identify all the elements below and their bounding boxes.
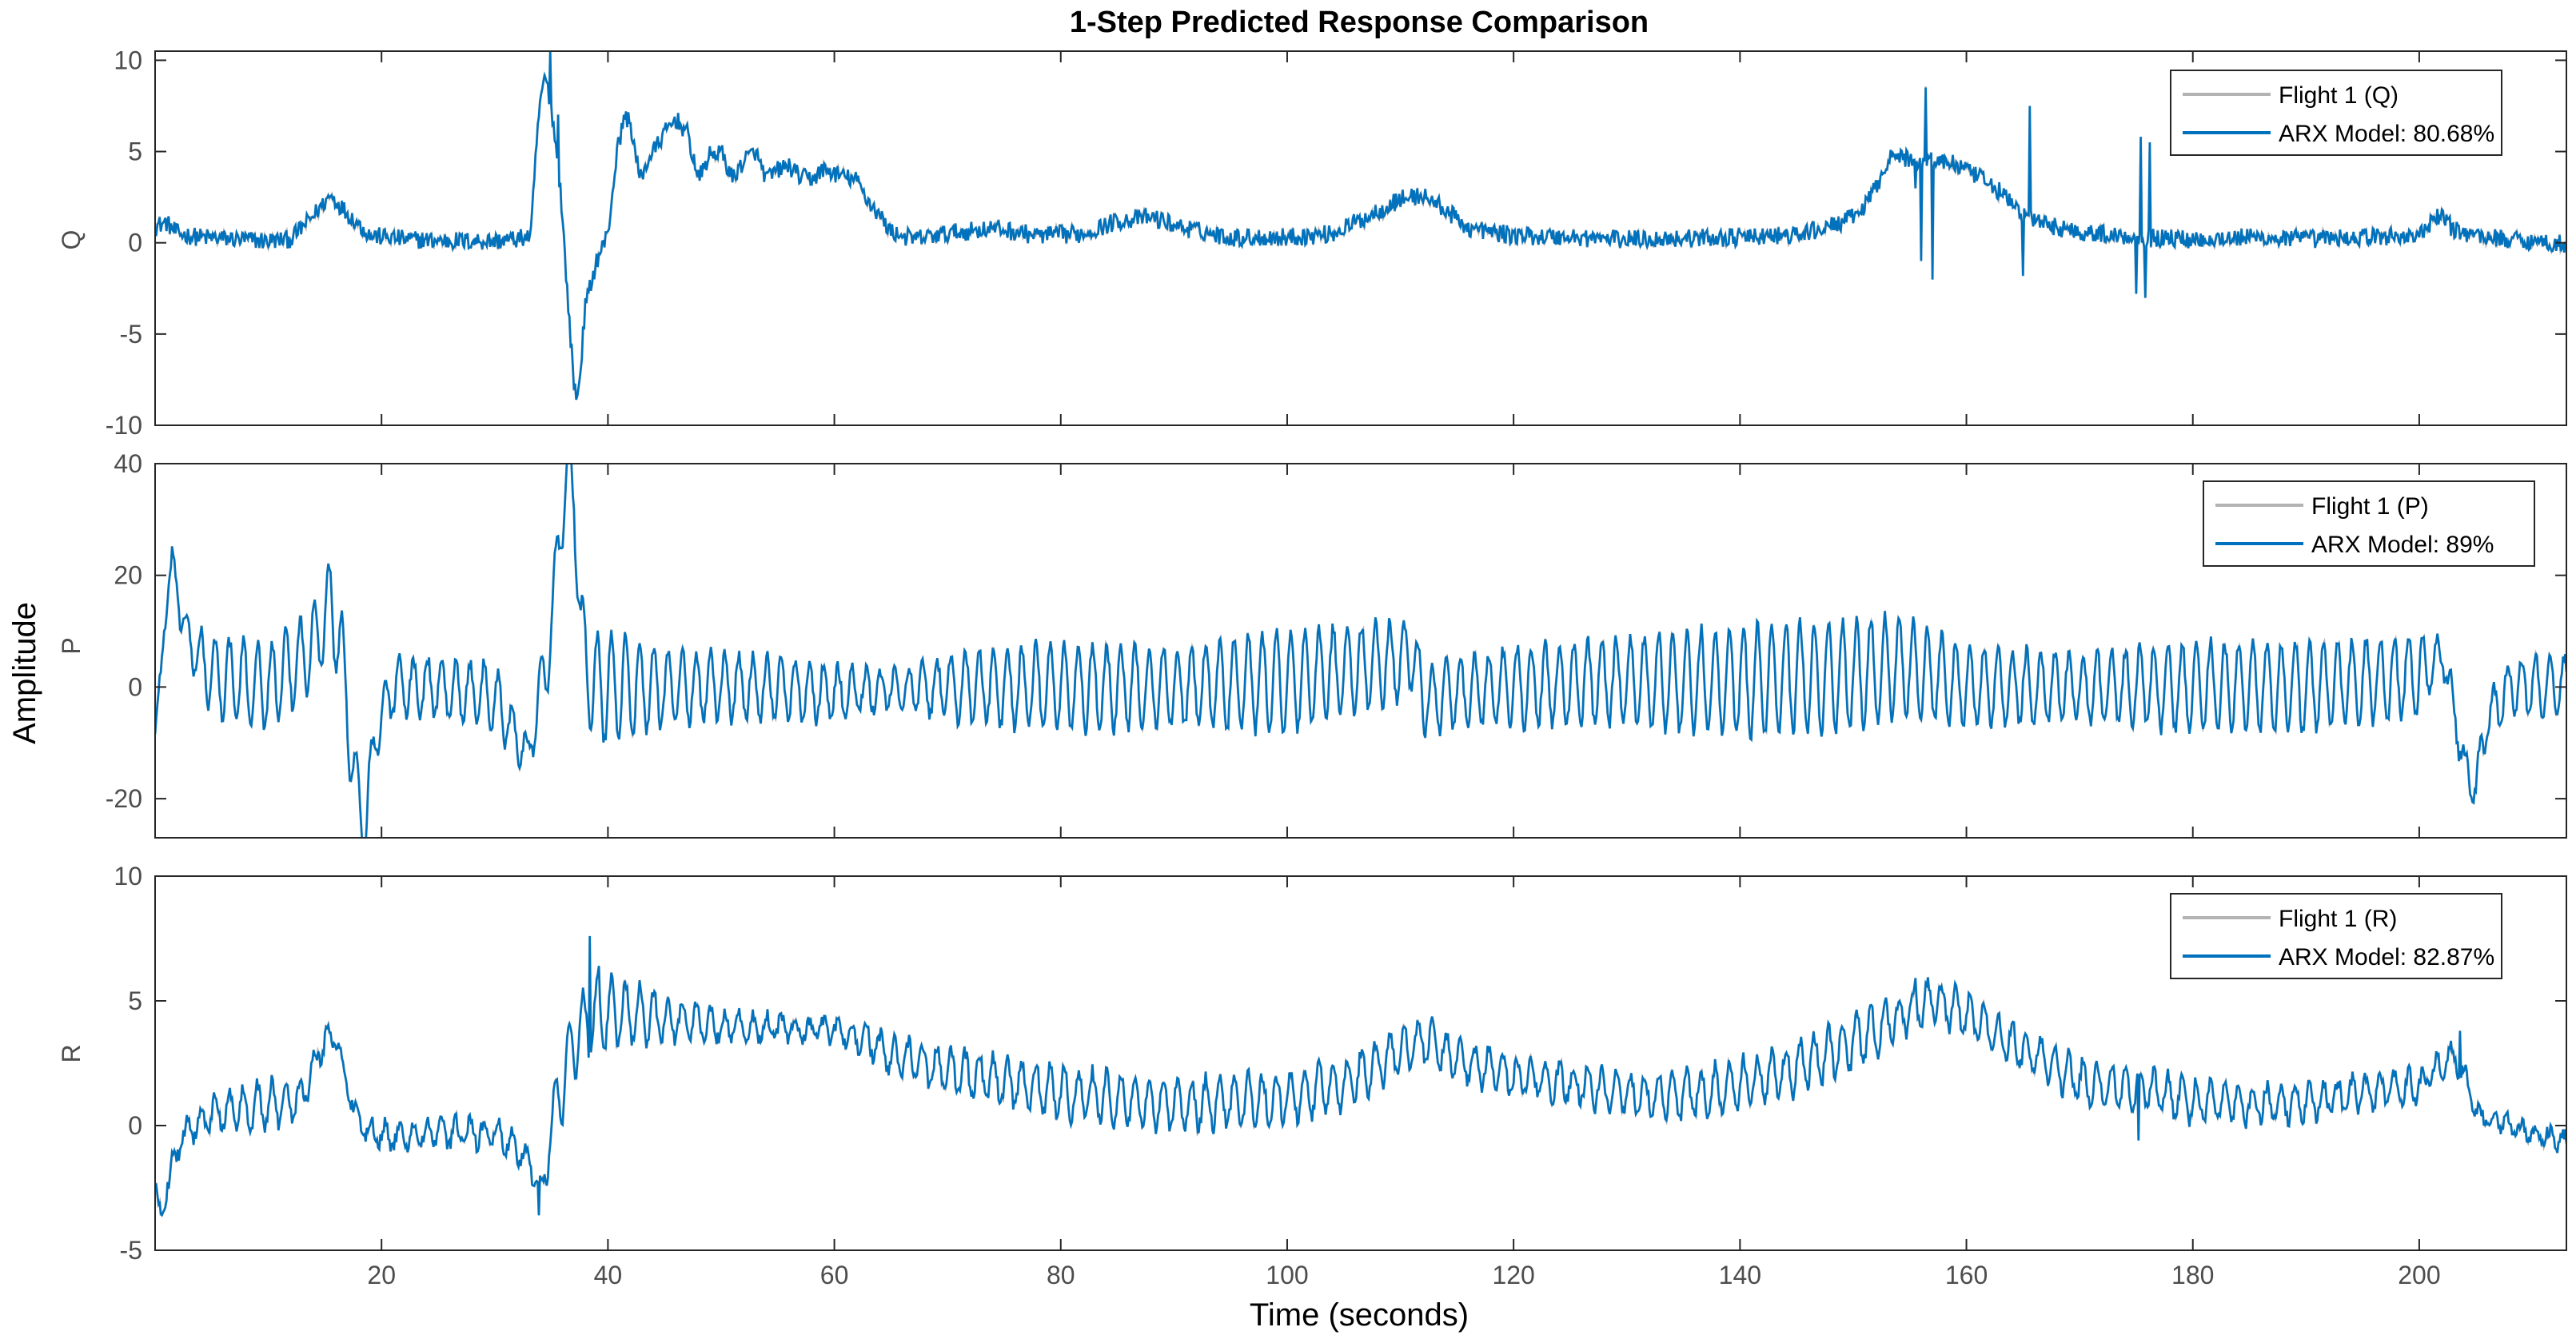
- x-tick-label: 160: [1945, 1261, 1988, 1289]
- y-tick-label: 0: [128, 672, 142, 701]
- y-tick-label: -20: [106, 784, 142, 813]
- panel-q-legend-model: ARX Model: 80.68%: [2279, 121, 2494, 147]
- x-tick-labels: 20 40 60 80 100 120 140 160 180 200: [367, 1261, 2440, 1289]
- y-tick-label: 20: [114, 561, 142, 590]
- y-tick-label: 10: [114, 862, 142, 891]
- panel-p-model-line: [155, 464, 2566, 838]
- panel-p-ylabel: P: [57, 637, 86, 654]
- y-tick-label: -5: [120, 1236, 142, 1265]
- panel-r-ticks: -5 0 5 10: [114, 862, 2566, 1265]
- panel-p-legend: Flight 1 (P) ARX Model: 89%: [2203, 480, 2535, 567]
- x-tick-label: 200: [2398, 1261, 2440, 1289]
- y-tick-label: 0: [128, 1111, 142, 1140]
- x-tick-label: 60: [820, 1261, 849, 1289]
- panel-r-ylabel: R: [57, 1044, 86, 1062]
- panel-q: Q -10 -5 0 5 10 Flight 1 (Q) ARX Model: 80.6…: [57, 46, 2567, 440]
- panel-q-axes: [154, 50, 2567, 426]
- panel-q-model-line: [155, 51, 2566, 401]
- y-axis-label: Amplitude: [7, 602, 42, 744]
- panel-q-legend-measured: Flight 1 (Q): [2279, 82, 2399, 109]
- panel-r-legend-model: ARX Model: 82.87%: [2279, 944, 2494, 970]
- panel-p-axes: [154, 463, 2567, 839]
- chart-title: 1-Step Predicted Response Comparison: [1070, 6, 1649, 39]
- panel-q-ylabel: Q: [57, 230, 86, 250]
- panel-p: P -20 0 20 40 Flight 1 (P) ARX Model: 89%: [57, 449, 2567, 839]
- x-tick-label: 20: [367, 1261, 396, 1289]
- x-axis-label: Time (seconds): [1250, 1297, 1469, 1333]
- panel-q-legend: Flight 1 (Q) ARX Model: 80.68%: [2170, 70, 2502, 156]
- x-tick-label: 40: [594, 1261, 623, 1289]
- panel-p-legend-box: [2203, 480, 2535, 567]
- panel-r-model-line: [155, 935, 2566, 1217]
- panel-r: R -5 0 5 10 Flight 1 (R) ARX Model: 82.87%: [57, 862, 2567, 1265]
- x-tick-label: 80: [1047, 1261, 1075, 1289]
- panel-r-legend-measured: Flight 1 (R): [2279, 906, 2397, 932]
- panel-p-legend-measured: Flight 1 (P): [2311, 493, 2429, 520]
- y-tick-label: 10: [114, 46, 142, 74]
- x-tick-label: 100: [1266, 1261, 1308, 1289]
- panel-r-legend: Flight 1 (R) ARX Model: 82.87%: [2170, 893, 2502, 979]
- x-tick-label: 120: [1492, 1261, 1534, 1289]
- x-tick-label: 180: [2171, 1261, 2214, 1289]
- x-tick-label: 140: [1719, 1261, 1761, 1289]
- panel-q-ticks: -10 -5 0 5 10: [106, 46, 2566, 440]
- panel-q-legend-box: [2170, 70, 2502, 156]
- y-tick-label: 5: [128, 137, 142, 166]
- y-tick-label: 40: [114, 449, 142, 478]
- y-tick-label: 5: [128, 986, 142, 1015]
- panel-r-legend-box: [2170, 893, 2502, 979]
- panel-r-axes: [154, 875, 2567, 1251]
- y-tick-label: -10: [106, 411, 142, 440]
- panel-p-legend-model: ARX Model: 89%: [2311, 532, 2494, 558]
- y-tick-label: -5: [120, 320, 142, 349]
- y-tick-label: 0: [128, 229, 142, 257]
